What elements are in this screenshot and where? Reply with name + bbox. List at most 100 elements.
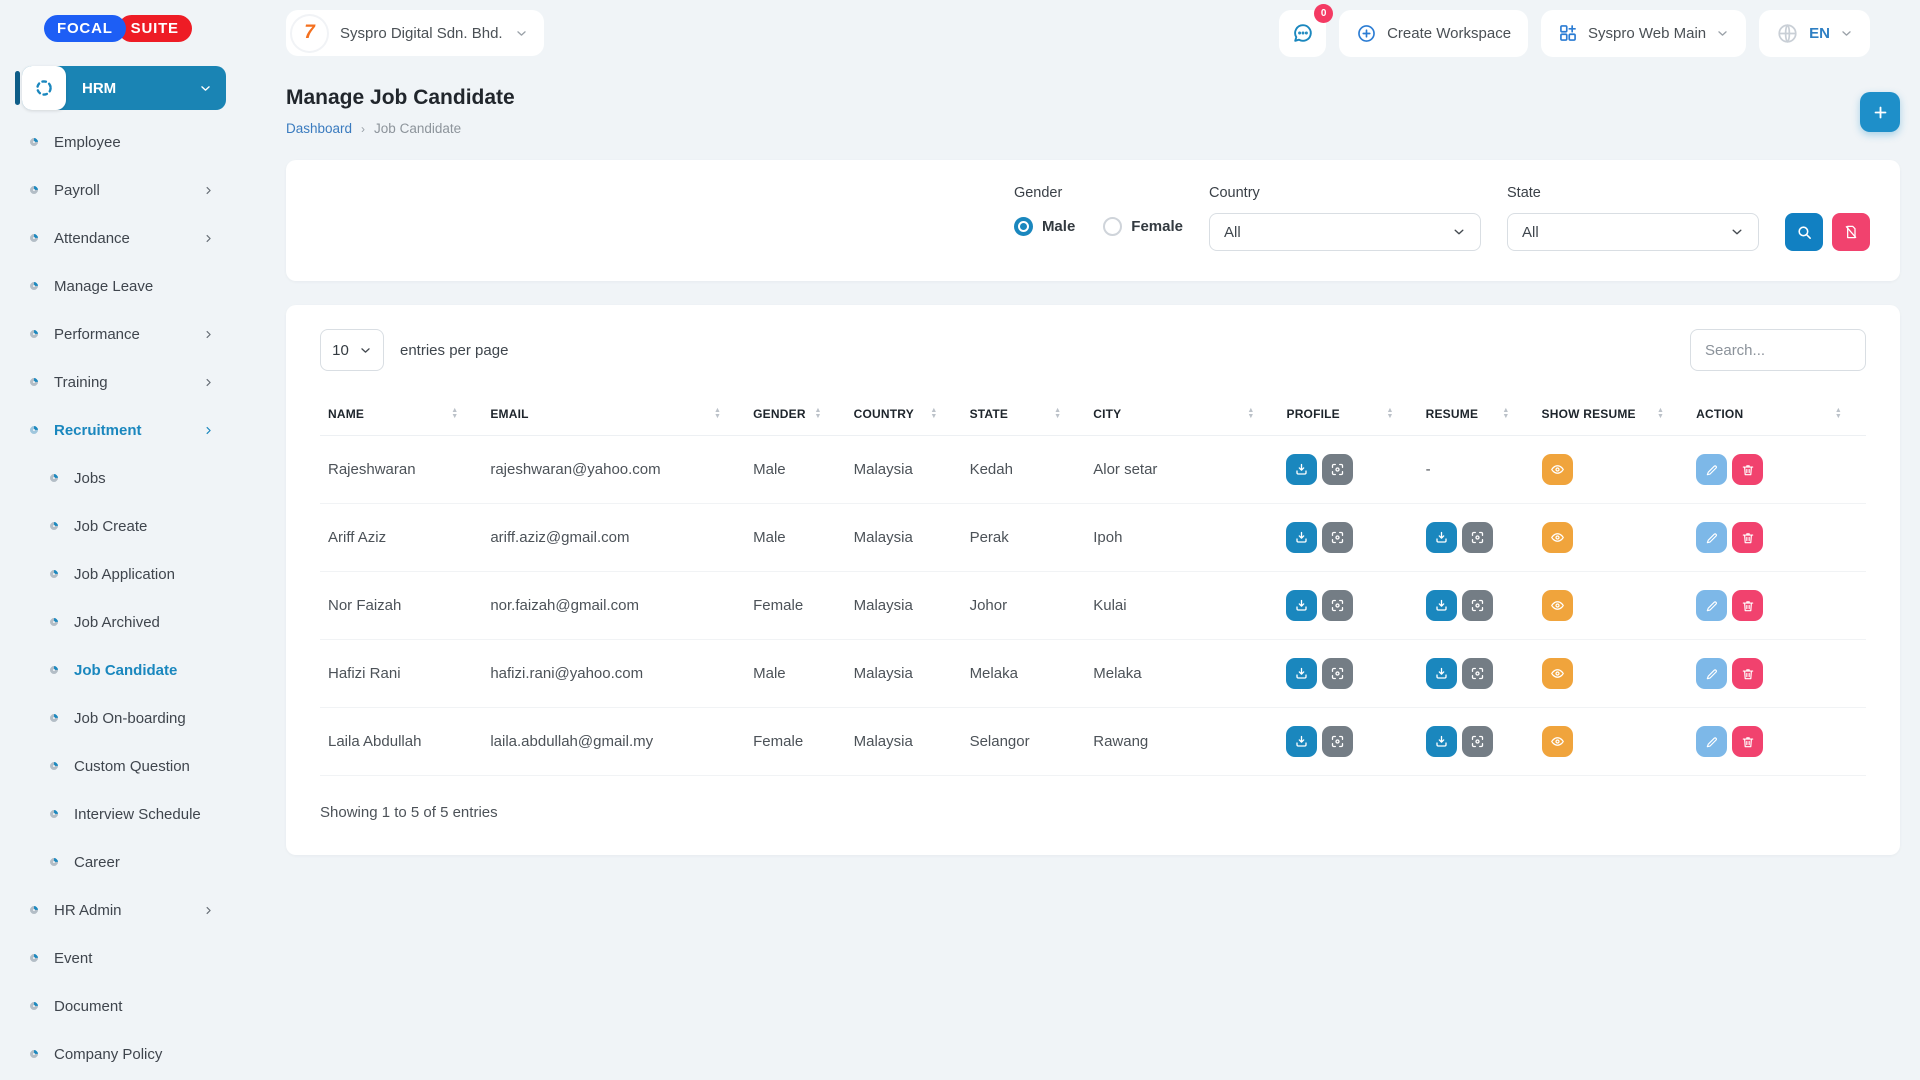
clear-filter-button[interactable] xyxy=(1832,213,1870,251)
state-filter: State All xyxy=(1507,185,1759,251)
download-icon xyxy=(1294,462,1309,477)
column-header-email[interactable]: EMAIL ▲ ▼ xyxy=(482,393,746,436)
workspace-selector[interactable]: 7 Syspro Digital Sdn. Bhd. xyxy=(286,10,544,56)
chevron-right-icon xyxy=(203,233,214,244)
column-header-city[interactable]: CITY ▲ ▼ xyxy=(1085,393,1279,436)
show-resume-button[interactable] xyxy=(1541,658,1573,689)
clear-filter-icon xyxy=(1843,224,1859,240)
sidebar-item-job-application[interactable]: Job Application xyxy=(22,550,226,598)
sidebar-item-attendance[interactable]: Attendance xyxy=(22,214,226,262)
sidebar-item-career[interactable]: Career xyxy=(22,838,226,886)
app-switcher-button[interactable]: Syspro Web Main xyxy=(1541,9,1747,57)
sidebar-item-jobs[interactable]: Jobs xyxy=(22,454,226,502)
bullet-icon xyxy=(28,232,40,244)
create-workspace-button[interactable]: Create Workspace xyxy=(1339,9,1529,57)
sort-icon: ▲ ▼ xyxy=(814,407,822,420)
profile-preview-button[interactable] xyxy=(1322,454,1354,485)
workspace-logo-icon: 7 xyxy=(292,16,327,51)
gender-female-label: Female xyxy=(1131,218,1183,235)
profile-preview-button[interactable] xyxy=(1322,658,1354,689)
cell-country: Malaysia xyxy=(845,639,962,708)
workspace-name: Syspro Digital Sdn. Bhd. xyxy=(340,24,503,42)
state-select[interactable]: All xyxy=(1507,213,1759,251)
sidebar-item-manage-leave[interactable]: Manage Leave xyxy=(22,262,226,310)
delete-button[interactable] xyxy=(1732,522,1764,553)
show-resume-button[interactable] xyxy=(1541,726,1573,757)
edit-button[interactable] xyxy=(1696,454,1728,485)
resume-download-button[interactable] xyxy=(1425,658,1457,689)
edit-button[interactable] xyxy=(1696,590,1728,621)
show-resume-button[interactable] xyxy=(1541,454,1573,485)
resume-preview-button[interactable] xyxy=(1461,590,1493,621)
gender-label: Gender xyxy=(1013,185,1063,201)
sidebar-item-job-create[interactable]: Job Create xyxy=(22,502,226,550)
delete-button[interactable] xyxy=(1732,726,1764,757)
focus-icon xyxy=(1330,666,1345,681)
column-header-state[interactable]: STATE ▲ ▼ xyxy=(961,393,1086,436)
profile-download-button[interactable] xyxy=(1286,522,1318,553)
sidebar-item-payroll[interactable]: Payroll xyxy=(22,166,226,214)
sidebar-item-job-archived[interactable]: Job Archived xyxy=(22,598,226,646)
show-resume-button[interactable] xyxy=(1541,522,1573,553)
sidebar-item-job-candidate[interactable]: Job Candidate xyxy=(22,646,226,694)
sort-icon: ▲ ▼ xyxy=(930,407,938,420)
sidebar-item-document[interactable]: Document xyxy=(22,982,226,1030)
messages-button[interactable]: 0 xyxy=(1279,3,1334,57)
resume-preview-button[interactable] xyxy=(1461,522,1493,553)
chevron-right-icon xyxy=(203,425,214,436)
cell-email: rajeshwaran@yahoo.com xyxy=(482,435,746,504)
sidebar-header-hrm[interactable]: HRM xyxy=(15,66,226,110)
edit-button[interactable] xyxy=(1696,726,1728,757)
edit-button[interactable] xyxy=(1696,522,1728,553)
resume-download-button[interactable] xyxy=(1425,726,1457,757)
profile-preview-button[interactable] xyxy=(1322,726,1354,757)
profile-download-button[interactable] xyxy=(1286,658,1318,689)
breadcrumb-current: Job Candidate xyxy=(374,121,462,136)
sidebar-item-job-onboarding[interactable]: Job On-boarding xyxy=(22,694,226,742)
sidebar-item-label: Company Policy xyxy=(54,1045,163,1063)
profile-download-button[interactable] xyxy=(1286,726,1318,757)
delete-button[interactable] xyxy=(1732,454,1764,485)
column-header-country[interactable]: COUNTRY ▲ ▼ xyxy=(845,393,962,436)
resume-preview-button[interactable] xyxy=(1461,658,1493,689)
delete-button[interactable] xyxy=(1732,658,1764,689)
sidebar-item-training[interactable]: Training xyxy=(22,358,226,406)
country-select[interactable]: All xyxy=(1209,213,1481,251)
sidebar-item-employee[interactable]: Employee xyxy=(22,118,226,166)
edit-button[interactable] xyxy=(1696,658,1728,689)
apply-filter-button[interactable] xyxy=(1785,213,1823,251)
gender-female-radio[interactable]: Female xyxy=(1103,217,1183,236)
resume-preview-button[interactable] xyxy=(1461,726,1493,757)
table-search-input[interactable] xyxy=(1690,329,1866,371)
column-header-name[interactable]: NAME ▲ ▼ xyxy=(320,393,483,436)
cell-name: Hafizi Rani xyxy=(320,639,483,708)
delete-button[interactable] xyxy=(1732,590,1764,621)
resume-download-button[interactable] xyxy=(1425,590,1457,621)
column-header-profile[interactable]: PROFILE ▲ ▼ xyxy=(1278,393,1418,436)
gender-male-label: Male xyxy=(1041,218,1076,235)
resume-download-button[interactable] xyxy=(1425,522,1457,553)
profile-download-button[interactable] xyxy=(1286,590,1318,621)
gender-male-radio[interactable]: Male xyxy=(1013,217,1076,236)
sidebar-item-performance[interactable]: Performance xyxy=(22,310,226,358)
sidebar-item-company-policy[interactable]: Company Policy xyxy=(22,1030,226,1078)
sidebar-item-hr-admin[interactable]: HR Admin xyxy=(22,886,226,934)
sidebar-item-interview-schedule[interactable]: Interview Schedule xyxy=(22,790,226,838)
sidebar-item-recruitment[interactable]: Recruitment xyxy=(22,406,226,454)
sidebar-menu: HRM Employee Payroll Attendance Manage L… xyxy=(0,56,236,1078)
column-header-resume[interactable]: RESUME ▲ ▼ xyxy=(1417,393,1534,436)
profile-preview-button[interactable] xyxy=(1322,590,1354,621)
focus-icon xyxy=(1330,734,1345,749)
add-candidate-button[interactable] xyxy=(1860,92,1900,132)
profile-download-button[interactable] xyxy=(1286,454,1318,485)
show-resume-button[interactable] xyxy=(1541,590,1573,621)
column-header-action[interactable]: ACTION ▲ ▼ xyxy=(1688,393,1866,436)
sidebar-item-event[interactable]: Event xyxy=(22,934,226,982)
breadcrumb-dashboard-link[interactable]: Dashboard xyxy=(286,121,353,136)
profile-preview-button[interactable] xyxy=(1322,522,1354,553)
per-page-select[interactable]: 10 xyxy=(320,329,384,371)
column-header-show-resume[interactable]: SHOW RESUME ▲ ▼ xyxy=(1533,393,1689,436)
sidebar-item-custom-question[interactable]: Custom Question xyxy=(22,742,226,790)
language-selector[interactable]: EN xyxy=(1759,9,1870,57)
column-header-gender[interactable]: GENDER ▲ ▼ xyxy=(745,393,846,436)
